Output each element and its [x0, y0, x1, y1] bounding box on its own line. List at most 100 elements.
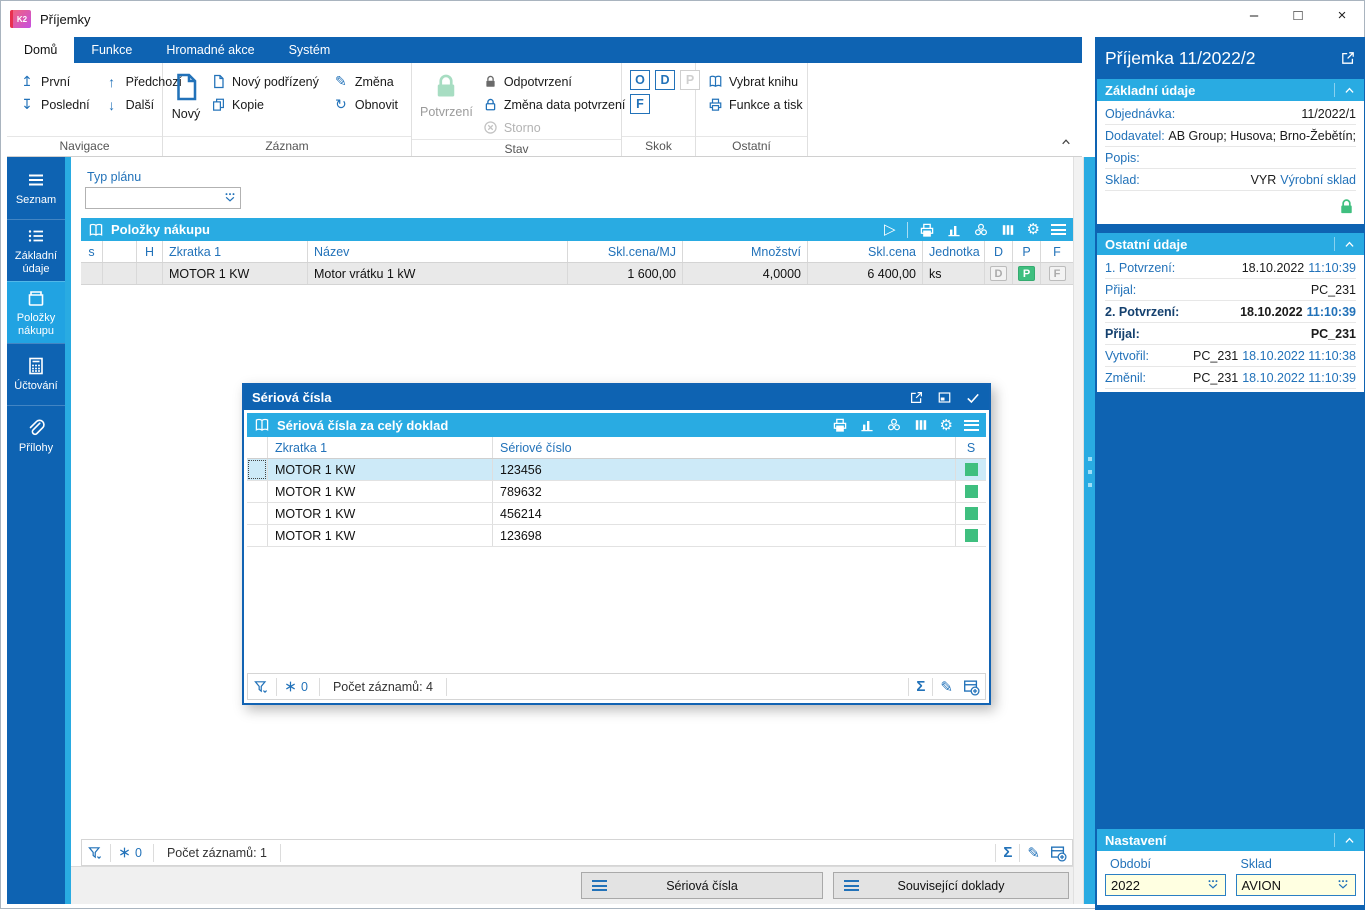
functions-print-button[interactable]: Funkce a tisk: [704, 93, 807, 116]
chart-icon[interactable]: [859, 417, 875, 433]
table-row[interactable]: MOTOR 1 KW 456214: [247, 503, 986, 525]
open-in-new-icon[interactable]: [909, 390, 924, 405]
unconfirm-button[interactable]: Odpotvrzení: [479, 70, 630, 93]
table-row[interactable]: MOTOR 1 KW 123456: [247, 459, 986, 481]
filter-icon[interactable]: [253, 679, 269, 695]
collapse-chevron-icon[interactable]: [1334, 83, 1356, 97]
maximize-button[interactable]: □: [1293, 7, 1303, 24]
typ-planu-combobox[interactable]: [85, 187, 241, 209]
tab-system[interactable]: Systém: [288, 43, 331, 57]
last-record-button[interactable]: ↧ Poslední: [15, 93, 94, 116]
close-button[interactable]: ×: [1337, 7, 1347, 24]
jump-o-button[interactable]: O: [630, 70, 650, 90]
column-header-nazev[interactable]: Název: [308, 241, 568, 262]
column-header-blank[interactable]: [103, 241, 137, 262]
column-header-mnozstvi[interactable]: Množství: [683, 241, 808, 262]
dropdown-icon[interactable]: [223, 191, 237, 205]
column-header-zkratka[interactable]: Zkratka 1: [163, 241, 308, 262]
tab-funkce[interactable]: Funkce: [91, 43, 133, 57]
previous-record-button[interactable]: ↑ Předchozí: [100, 70, 186, 93]
sum-icon[interactable]: Σ: [916, 678, 926, 695]
minimize-button[interactable]: –: [1249, 7, 1259, 24]
row-selector-cell[interactable]: [247, 503, 268, 524]
serial-numbers-button[interactable]: Sériová čísla: [581, 872, 823, 899]
table-add-icon[interactable]: [1049, 844, 1067, 862]
related-records-icon[interactable]: [973, 222, 989, 238]
edit-pencil-icon[interactable]: ✎: [1027, 844, 1040, 862]
open-in-new-icon[interactable]: [1340, 50, 1356, 66]
row-selector-cell[interactable]: [247, 481, 268, 502]
table-row[interactable]: MOTOR 1 KW Motor vrátku 1 kW 1 600,00 4,…: [81, 263, 1073, 285]
tab-domu[interactable]: Domů: [7, 37, 75, 63]
unconfirm-label: Odpotvrzení: [503, 74, 572, 89]
sklad-combobox[interactable]: AVION: [1235, 874, 1356, 896]
dock-icon[interactable]: [937, 390, 952, 405]
sum-icon[interactable]: Σ: [1003, 844, 1013, 861]
column-header-serial[interactable]: Sériové číslo: [493, 437, 956, 458]
column-header-h[interactable]: H: [137, 241, 163, 262]
sidebar-item-zakladni-udaje[interactable]: Základní údaje: [7, 219, 65, 281]
print-icon[interactable]: [832, 417, 848, 433]
confirm-check-icon[interactable]: [965, 390, 981, 406]
column-header-zkratka[interactable]: Zkratka 1: [268, 437, 493, 458]
gear-icon[interactable]: ⚙: [1026, 221, 1040, 238]
filter-icon[interactable]: [87, 845, 103, 861]
table-row[interactable]: MOTOR 1 KW 789632: [247, 481, 986, 503]
obdobi-combobox[interactable]: 2022: [1105, 874, 1226, 896]
table-row[interactable]: MOTOR 1 KW 123698: [247, 525, 986, 547]
vertical-scrollbar[interactable]: [1073, 157, 1084, 904]
new-record-button[interactable]: Nový: [171, 70, 201, 136]
copy-button[interactable]: Kopie: [207, 93, 323, 116]
column-header-d[interactable]: D: [985, 241, 1013, 262]
dropdown-icon[interactable]: [1206, 878, 1220, 892]
refresh-button[interactable]: ↻ Obnovit: [329, 93, 402, 116]
next-record-button[interactable]: ↓ Další: [100, 93, 186, 116]
column-header-jednotka[interactable]: Jednotka: [923, 241, 985, 262]
column-header-cena[interactable]: Skl.cena: [808, 241, 923, 262]
collapse-chevron-icon[interactable]: [1334, 833, 1356, 847]
collapse-ribbon-icon[interactable]: [1060, 136, 1072, 148]
sidebar-item-polozky-nakupu[interactable]: Položky nákupu: [7, 281, 65, 343]
sidebar-item-prilohy[interactable]: Přílohy: [7, 405, 65, 467]
lock-icon: [436, 74, 457, 98]
column-header-p[interactable]: P: [1013, 241, 1041, 262]
column-header-s[interactable]: S: [966, 440, 976, 455]
change-confirm-date-button[interactable]: Změna data potvrzení: [479, 93, 630, 116]
column-header-cena-mj[interactable]: Skl.cena/MJ: [568, 241, 683, 262]
edit-pencil-icon[interactable]: ✎: [940, 678, 953, 696]
grid-menu-icon[interactable]: [1051, 224, 1066, 235]
sidebar-item-uctovani[interactable]: Účtování: [7, 343, 65, 405]
tab-hromadne-akce[interactable]: Hromadné akce: [166, 43, 255, 57]
related-documents-button[interactable]: Související doklady: [833, 872, 1069, 899]
field-value-link[interactable]: Výrobní sklad: [1280, 172, 1356, 187]
table-add-icon[interactable]: [962, 678, 980, 696]
row-selector-cell[interactable]: [247, 459, 268, 480]
sidebar-splitter[interactable]: [65, 157, 71, 904]
row-selector-cell[interactable]: [247, 525, 268, 546]
dropdown-icon[interactable]: [1336, 878, 1350, 892]
gear-icon[interactable]: ⚙: [939, 416, 953, 434]
snowflake-icon[interactable]: [284, 680, 297, 693]
columns-icon[interactable]: [1000, 222, 1016, 238]
sidebar-item-seznam[interactable]: Seznam: [7, 157, 65, 219]
columns-icon[interactable]: [913, 417, 929, 433]
edit-button[interactable]: ✎ Změna: [329, 70, 402, 93]
jump-f-button[interactable]: F: [630, 94, 650, 114]
collapse-chevron-icon[interactable]: [1334, 237, 1356, 251]
play-icon[interactable]: ▷: [884, 221, 896, 238]
column-header-select[interactable]: [247, 437, 268, 458]
select-book-button[interactable]: Vybrat knihu: [704, 70, 807, 93]
cell-zkratka: MOTOR 1 KW: [268, 481, 493, 502]
new-child-button[interactable]: Nový podřízený: [207, 70, 323, 93]
column-header-f[interactable]: F: [1053, 244, 1061, 259]
print-icon[interactable]: [919, 222, 935, 238]
related-records-icon[interactable]: [886, 417, 902, 433]
chart-icon[interactable]: [946, 222, 962, 238]
jump-d-button[interactable]: D: [655, 70, 675, 90]
grid-menu-icon[interactable]: [964, 419, 979, 431]
first-record-button[interactable]: ↥ První: [15, 70, 94, 93]
column-header-s[interactable]: s: [81, 241, 103, 262]
snowflake-icon[interactable]: [118, 846, 131, 859]
panel-splitter[interactable]: [1084, 157, 1095, 904]
ribbon-filler: [808, 63, 1082, 156]
